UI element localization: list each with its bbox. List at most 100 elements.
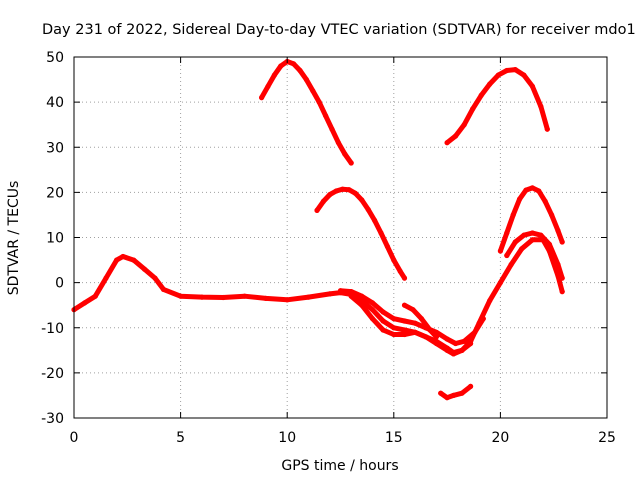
y-tick-label: 50 <box>46 50 64 66</box>
data-point <box>365 206 371 213</box>
chart-title: Day 231 of 2022, Sidereal Day-to-day VTE… <box>42 22 636 38</box>
data-point <box>178 293 184 299</box>
data-point <box>380 327 386 333</box>
data-point <box>546 241 553 247</box>
data-point <box>487 81 493 87</box>
y-tick-label: 20 <box>46 185 64 201</box>
data-point <box>303 77 309 83</box>
data-point <box>433 340 439 347</box>
x-tick-label: 20 <box>491 430 509 446</box>
data-point <box>397 268 403 274</box>
data-point <box>369 316 376 322</box>
x-tick-label: 5 <box>176 430 185 446</box>
data-point <box>559 275 565 281</box>
data-point <box>529 230 536 236</box>
data-point <box>352 190 358 196</box>
data-point <box>487 298 493 304</box>
data-point <box>348 293 354 299</box>
data-point <box>323 113 329 119</box>
data-point <box>337 288 344 294</box>
data-point <box>529 237 536 243</box>
data-point <box>504 230 510 236</box>
data-point <box>444 395 450 401</box>
data-point <box>401 302 408 308</box>
data-point <box>478 92 484 98</box>
data-point <box>529 83 536 89</box>
data-point <box>297 67 303 74</box>
data-point <box>504 252 510 259</box>
data-point <box>335 140 341 146</box>
data-point <box>305 294 312 300</box>
data-point <box>278 63 284 69</box>
y-tick-label: 30 <box>46 140 64 156</box>
data-point <box>316 99 322 105</box>
data-point <box>263 295 269 301</box>
y-tick-label: 40 <box>46 95 64 111</box>
data-point <box>470 106 476 112</box>
data-point <box>453 340 459 347</box>
data-point <box>418 316 425 322</box>
data-point <box>327 192 333 198</box>
data-point <box>480 316 486 322</box>
data-point <box>369 300 376 306</box>
data-point <box>536 188 542 194</box>
data-point <box>340 186 346 192</box>
series-segment-1 <box>401 302 439 340</box>
data-point <box>160 286 167 292</box>
data-point <box>519 246 525 252</box>
data-point <box>152 275 158 281</box>
data-point <box>538 232 544 238</box>
data-point <box>461 122 467 128</box>
data-point <box>265 83 271 89</box>
data-point <box>329 126 335 132</box>
data-point <box>450 392 457 398</box>
series-arc-3 <box>444 67 550 146</box>
x-tick-label: 15 <box>385 430 403 446</box>
data-point <box>120 253 126 260</box>
data-point <box>391 257 397 263</box>
data-point <box>517 196 523 202</box>
data-point <box>359 293 365 299</box>
data-point <box>444 347 450 353</box>
data-point <box>199 294 205 300</box>
grid <box>74 57 607 418</box>
series-baseline-upper <box>337 288 486 347</box>
data-point <box>348 289 354 295</box>
data-point <box>427 327 433 333</box>
data-point <box>459 390 465 396</box>
data-point <box>391 325 397 331</box>
data-point <box>444 336 450 342</box>
data-point <box>521 72 527 78</box>
data-point <box>359 302 365 308</box>
data-point <box>410 307 416 313</box>
data-point <box>510 212 516 218</box>
data-point <box>508 262 514 268</box>
y-tick-label: 10 <box>46 231 64 247</box>
data-point <box>412 320 418 326</box>
data-point <box>450 351 457 357</box>
data-point <box>391 331 397 338</box>
data-point <box>495 72 501 78</box>
data-point <box>372 217 378 223</box>
data-point <box>320 198 326 204</box>
data-point <box>497 280 503 286</box>
plot-frame <box>73 56 608 419</box>
data-point <box>291 61 297 67</box>
data-point <box>512 239 518 245</box>
series-segment-2 <box>438 383 474 401</box>
data-point <box>380 318 386 324</box>
data-point <box>333 188 339 194</box>
data-point <box>384 243 390 250</box>
data-point <box>423 334 429 340</box>
data-point <box>444 140 450 146</box>
x-tick-label: 25 <box>598 430 616 446</box>
data-point <box>401 327 408 333</box>
data-point <box>369 307 376 313</box>
data-point <box>327 291 333 297</box>
data-point <box>378 230 384 236</box>
data-point <box>559 289 565 295</box>
data-point <box>314 207 320 213</box>
y-tick-label: 0 <box>55 276 64 292</box>
data-point <box>114 257 120 263</box>
